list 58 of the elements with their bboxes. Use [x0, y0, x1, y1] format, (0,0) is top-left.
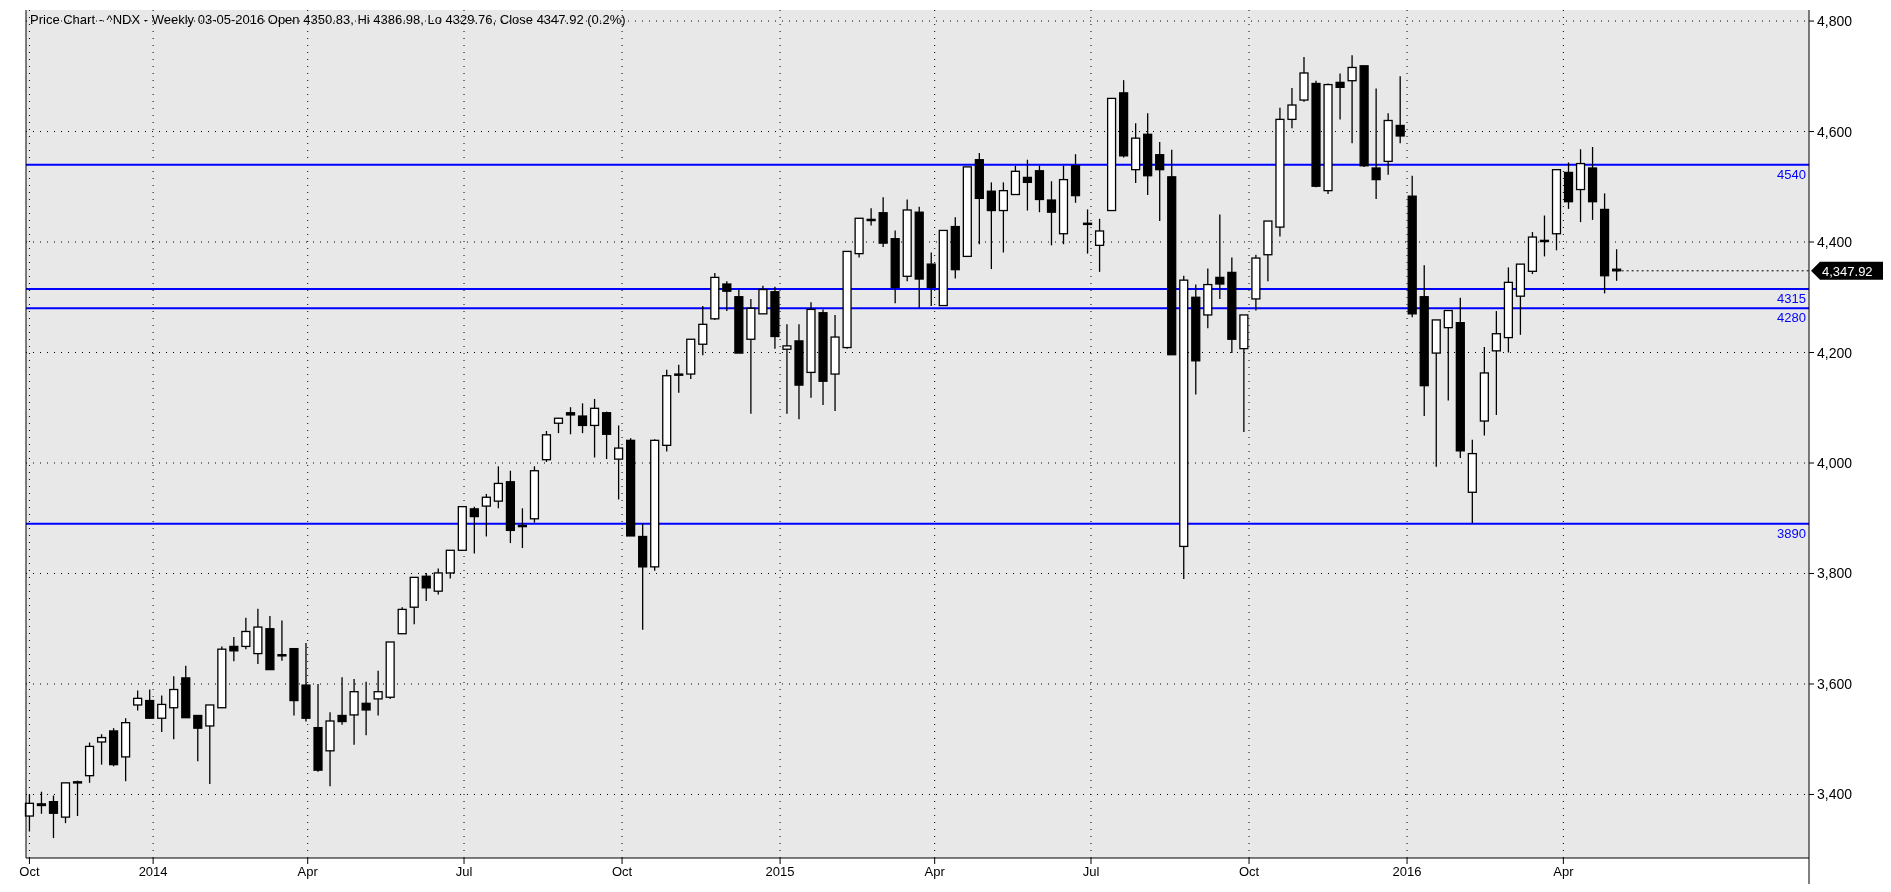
candlestick [445, 549, 455, 580]
candlestick [493, 465, 503, 509]
candlestick [241, 617, 251, 650]
candlestick [998, 181, 1008, 254]
annotation: 4,347.92 [1822, 263, 1873, 279]
x-tick-label: Oct [1238, 864, 1260, 879]
x-tick-label: 2015 [765, 864, 795, 879]
candlestick [1022, 159, 1033, 212]
candlestick [1046, 180, 1057, 246]
candlestick [1215, 213, 1225, 300]
x-tick-label: Oct [611, 864, 633, 879]
y-tick-label: 4,200 [1817, 344, 1853, 361]
x-tick-label: Jul [455, 864, 473, 879]
x-tick-label: Jul [1082, 864, 1100, 879]
candlestick [469, 506, 479, 555]
x-tick-label: Apr [1553, 864, 1575, 879]
candlestick [157, 694, 167, 733]
candlestick [601, 410, 612, 460]
candlestick [277, 619, 287, 662]
x-tick-label: Apr [924, 864, 946, 879]
candlestick [1335, 72, 1345, 121]
ref-line-label: 3890 [1777, 525, 1806, 541]
candlestick [577, 402, 588, 434]
ref-line-label: 4315 [1777, 290, 1806, 306]
candlestick [145, 688, 155, 719]
candlestick [48, 794, 59, 839]
chart-title: Price Chart - ^NDX - Weekly 03-05-2016 Open 4350.83, Hi 4386.98, Lo 4329.76, Close 4347.92 (0.2%) [30, 12, 626, 27]
y-tick-label: 3,800 [1817, 565, 1853, 582]
candlestick [565, 406, 576, 435]
candlestick [481, 493, 491, 538]
x-tick-label: 2014 [138, 864, 168, 879]
candlestick [1155, 141, 1165, 222]
candlestick [361, 681, 371, 737]
candlestick [589, 398, 600, 459]
candlestick [1010, 165, 1021, 196]
x-tick-label: Oct [19, 864, 40, 879]
candlestick [205, 704, 215, 785]
y-tick-label: 4,400 [1817, 234, 1853, 251]
y-tick-label: 3,400 [1817, 786, 1853, 803]
y-tick-label: 4,600 [1817, 123, 1853, 140]
y-tick-label: 3,600 [1817, 675, 1853, 692]
candlestick [193, 714, 203, 762]
candlestick [337, 676, 347, 726]
candlestick [96, 733, 107, 766]
x-tick-label: 2016 [1392, 864, 1422, 879]
candlestick [674, 364, 684, 394]
ref-line-label: 4540 [1777, 166, 1806, 182]
candlestick [1287, 87, 1297, 129]
x-tick-label: Apr [297, 864, 319, 879]
candlestick [1491, 310, 1501, 416]
candlestick [722, 280, 732, 312]
candlestick [698, 305, 708, 356]
candlestick [614, 424, 624, 501]
candlestick [133, 689, 143, 712]
candlestick [169, 675, 179, 740]
ref-line-label: 4280 [1777, 310, 1806, 326]
y-tick-label: 4,800 [1817, 13, 1853, 30]
y-tick-label: 4,000 [1817, 455, 1853, 471]
